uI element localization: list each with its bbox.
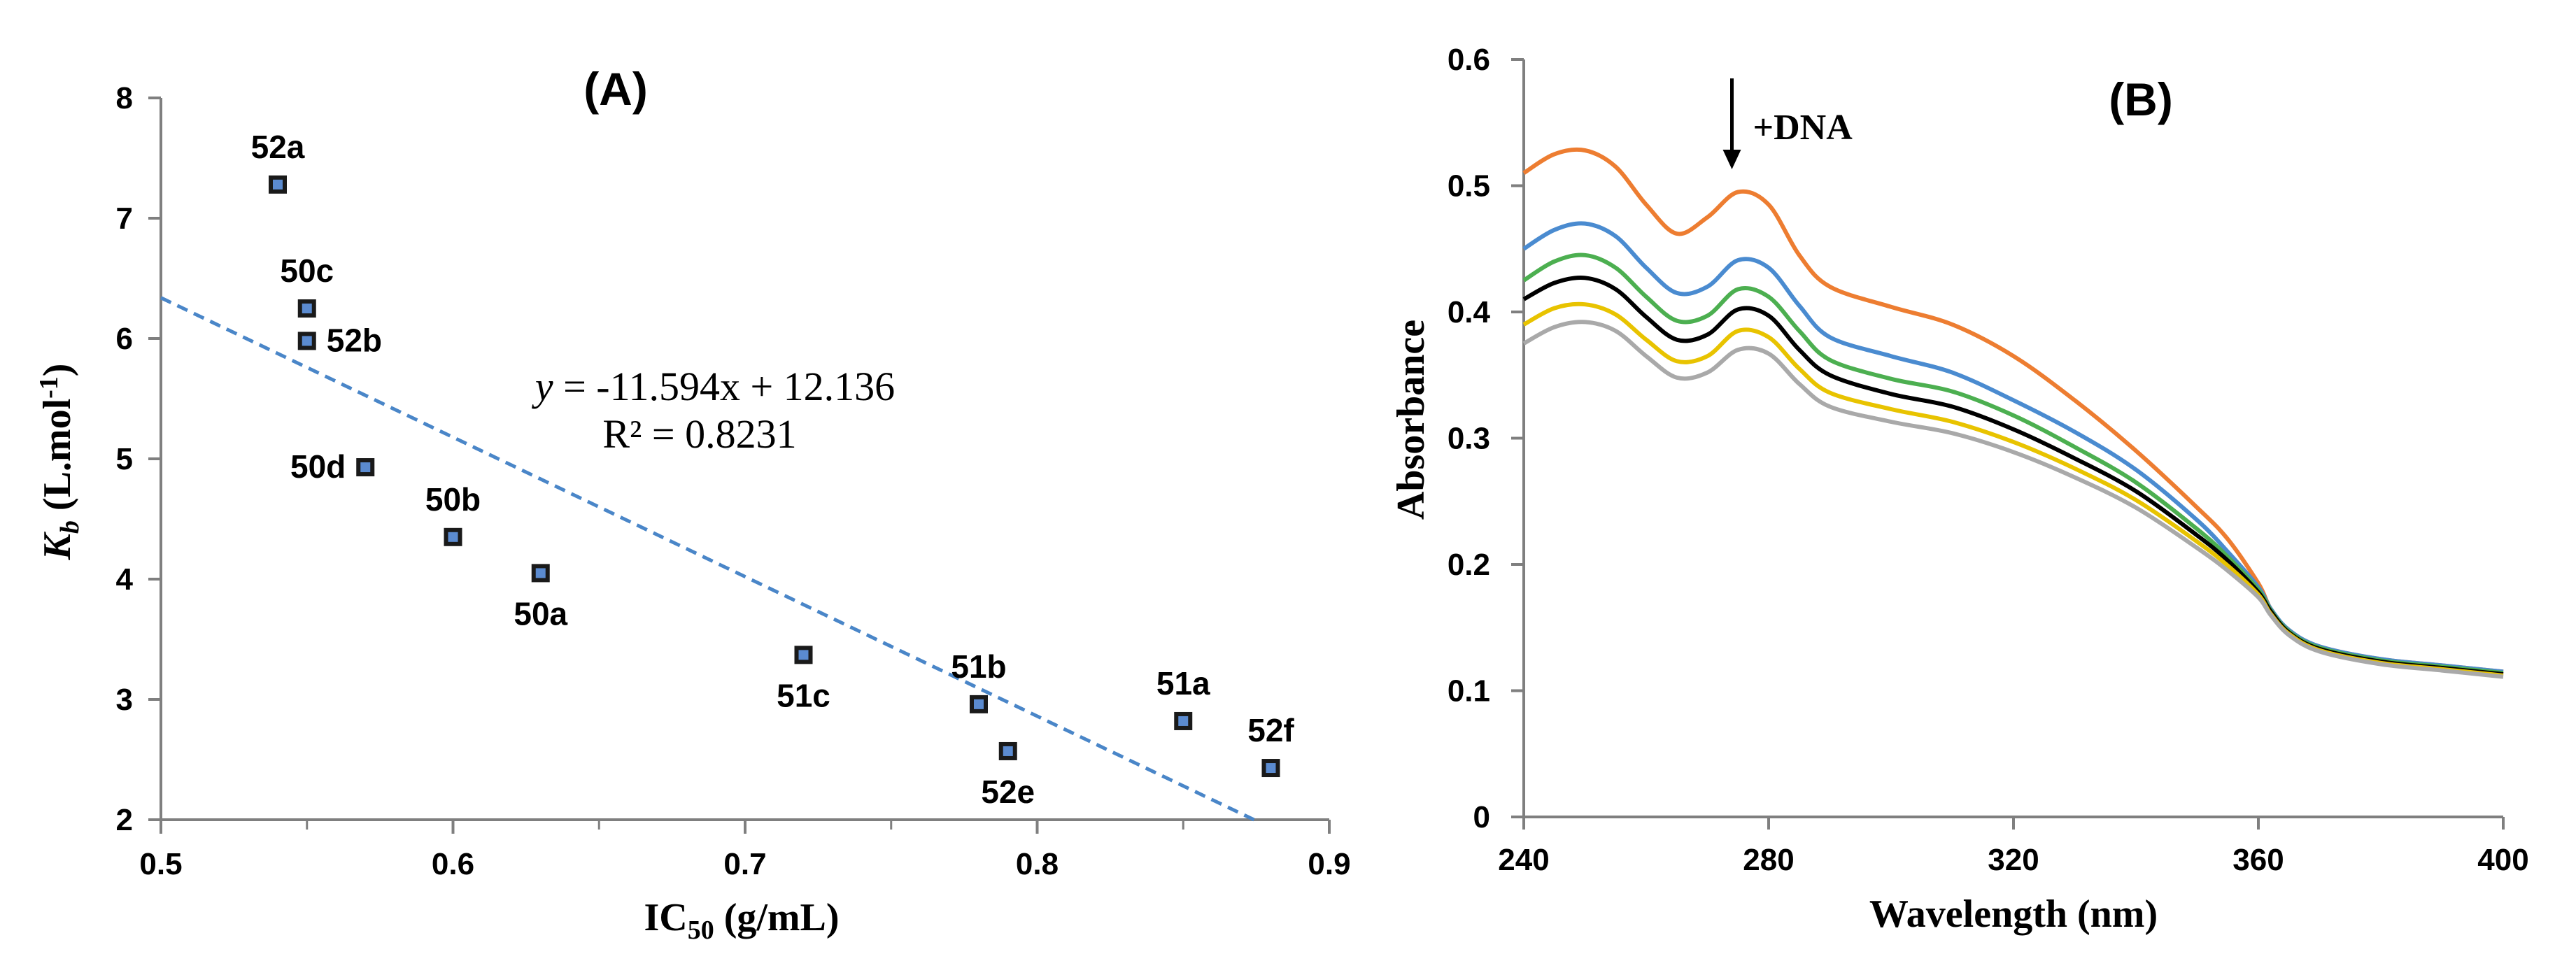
panel-b-x-label: Wavelength (nm) [1869,892,2158,936]
a-point-label: 52e [981,774,1035,810]
a-x-tick-label: 0.7 [723,847,766,881]
a-point-marker [356,458,375,477]
a-point-marker [1174,711,1193,730]
panel-b-y-ticks: 0 0.1 0.2 0.3 0.4 0.5 0.6 [1448,43,1524,834]
a-y-tick-label: 6 [116,322,133,356]
a-point-label: 51a [1156,665,1210,702]
panel-a-x-ticks: 0.5 0.6 0.7 0.8 0.9 [139,820,1351,881]
panel-a-points: 52a 50c 52b 50d 50b 50a 51c 51b 52e 51a 52f [251,129,1295,810]
a-trendline [160,296,1255,822]
a-y-tick-label: 7 [116,201,133,236]
b-x-tick-label: 400 [2477,843,2528,877]
y-label-sup: -1 [34,376,64,399]
panel-a-y-ticks: 2 3 4 5 6 7 8 [116,81,161,837]
b-y-tick-label: 0.4 [1448,295,1491,329]
x-label-rest: (g/mL) [714,896,840,939]
a-point-label: 52a [251,129,305,165]
b-y-tick-label: 0.1 [1448,674,1490,709]
panel-b-line-chart: (B) 240 280 320 360 400 00.10.20.30.40.50.6 … [1389,43,2529,936]
a-y-tick-label: 3 [116,683,133,717]
y-label-main: K [36,531,79,560]
a-x-tick-label: 0.9 [1308,847,1350,881]
a-point-marker [998,741,1017,760]
panel-b-x-ticks: 240 280 320 360 400 [1498,817,2529,877]
panel-b-annotation: +DNA [1722,78,1853,170]
panel-a-trendline-group [160,296,1255,822]
a-point-marker [970,695,988,713]
panel-a-x-label: IC50 (g/mL) [644,896,839,945]
b-x-tick-label: 240 [1498,843,1549,877]
a-point-marker [531,564,550,583]
equation-expression: -11.594x + 12.136 [596,364,895,409]
equation-eq-sign: = [553,364,597,409]
b-y-tick-label: 0 [1473,800,1490,834]
a-point-marker [297,332,316,350]
panel-b-series [1522,147,2504,679]
a-x-tick-label: 0.8 [1016,847,1059,881]
dna-arrow-head [1722,150,1741,170]
equation-y-var: y [532,364,553,409]
panel-a-y-label: Kb (L.mol-1) [34,364,85,561]
a-y-tick-label: 5 [116,442,133,476]
panel-a-equation: y = -11.594x + 12.136 [532,364,895,409]
a-x-tick-label: 0.5 [139,847,182,881]
dna-annotation-label: +DNA [1753,108,1853,148]
a-point-label: 50c [280,252,334,289]
a-y-tick-label: 2 [116,803,133,837]
a-point-label: 50a [514,595,567,632]
a-point-marker [297,299,316,318]
b-y-tick-label: 0.5 [1448,169,1490,204]
panel-a-title: (A) [583,63,648,115]
b-y-tick-label: 0.3 [1448,422,1490,456]
a-point-marker [269,175,287,194]
a-point-label: 50b [425,481,481,518]
panel-a-scatter-chart: (A) 0.5 0.6 0.7 0.8 0.9 2 3 4 5 6 7 8 52a 50c 52b 50d… [34,63,1351,945]
b-x-tick-label: 360 [2232,843,2284,877]
a-point-label: 50d [290,448,346,485]
b-x-tick-label: 280 [1743,843,1794,877]
a-point-marker [1261,759,1280,778]
a-y-tick-label: 8 [116,81,133,115]
a-y-tick-label: 4 [116,562,134,597]
a-x-tick-label: 0.6 [432,847,474,881]
x-label-sub: 50 [688,916,714,945]
b-y-tick-label: 0.2 [1448,548,1490,582]
a-point-label: 51b [951,648,1006,685]
y-label-sub: b [55,520,85,534]
panel-a-r-squared: R² = 0.8231 [602,411,796,457]
a-point-marker [794,646,813,664]
b-y-tick-label: 0.6 [1448,43,1490,77]
panel-b-title: (B) [2109,73,2173,125]
b-series-line-gray [1522,320,2504,679]
a-point-label: 52b [327,322,382,358]
b-x-tick-label: 320 [1988,843,2039,877]
a-point-label: 52f [1247,712,1294,748]
a-point-marker [444,527,462,546]
x-label-main: IC [644,896,687,939]
y-label-close: ) [36,364,79,377]
panel-b-y-label: Absorbance [1389,320,1433,520]
a-point-label: 51c [777,677,830,713]
y-label-rest: (L.mol [36,399,79,520]
